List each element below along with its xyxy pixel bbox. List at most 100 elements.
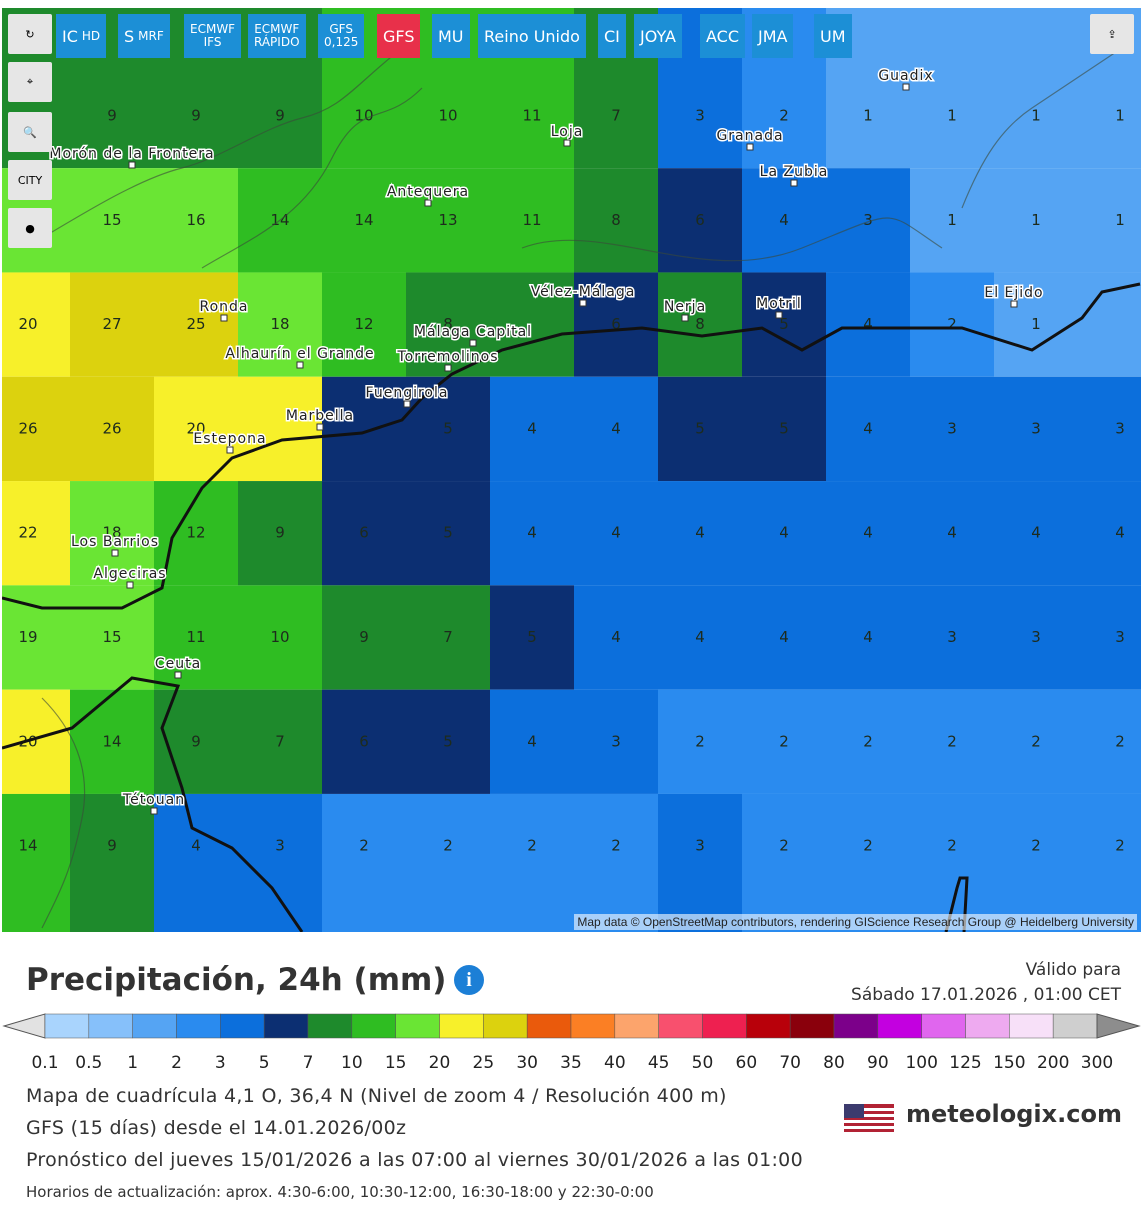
info-line: Pronóstico del jueves 15/01/2026 a las 0… [26,1149,803,1171]
city-toggle[interactable]: CITY [8,160,52,200]
grid-cell [658,689,742,794]
cell-value: 4 [863,419,873,437]
cell-value: 4 [779,628,789,646]
city-dot [226,446,234,454]
cell-value: 2 [443,837,453,855]
legend-label: 10 [341,1053,363,1073]
cell-value: 7 [443,628,453,646]
model-button[interactable]: ACC [700,14,746,58]
grid-cell [490,793,574,932]
cell-value: 1 [947,211,957,229]
grid-cell [826,585,910,690]
cell-value: 3 [611,732,621,750]
legend-label: 0.1 [31,1053,58,1073]
zoom-button[interactable]: 🔍 [8,112,52,152]
legend-label: 80 [823,1053,845,1073]
grid-cell [154,272,238,377]
legend-swatch [877,1013,922,1039]
grid-cell [994,168,1078,273]
grid-cell [742,168,826,273]
model-button[interactable]: ECMWF RÁPIDO [248,14,306,58]
info-icon[interactable]: i [454,965,484,995]
cell-value: 26 [102,419,121,437]
grid-cell [154,585,238,690]
city-label: Málaga Capital [414,324,532,340]
cell-value: 6 [695,211,705,229]
cell-value: 12 [354,315,373,333]
cell-value: 10 [354,107,373,125]
model-button[interactable]: JMA [752,14,794,58]
model-button[interactable]: UM [814,14,852,58]
refresh-button[interactable]: ↻ [8,14,52,54]
grid-cell [238,585,322,690]
cell-value: 4 [1115,524,1125,542]
grid-cell [238,376,322,482]
cell-value: 9 [191,732,201,750]
cell-value: 7 [275,732,285,750]
cell-value: 9 [275,524,285,542]
model-button[interactable]: JOYA [634,14,682,58]
cell-value: 4 [527,419,537,437]
city-label: Granada [716,128,783,144]
grid-cell [2,689,70,794]
cell-value: 1 [1031,315,1041,333]
cell-value: 1 [1115,211,1125,229]
legend-high [1096,1013,1141,1039]
model-button[interactable]: CI [598,14,626,58]
city-label: Motril [756,296,802,312]
legend-label: 90 [867,1053,889,1073]
cell-value: 4 [947,524,957,542]
marker-button[interactable]: ● [8,208,52,248]
grid-cell [742,585,826,690]
model-button[interactable]: Reino Unido [478,14,586,58]
button-label: GFS [383,26,415,46]
cell-value: 4 [695,524,705,542]
legend-swatch [1009,1013,1054,1039]
legend-label: 2 [171,1053,182,1073]
legend-label: 30 [516,1053,538,1073]
cell-value: 22 [18,524,37,542]
grid-cell [742,793,826,932]
grid-cell [994,8,1078,169]
model-button[interactable]: GFS [377,14,421,58]
city-dot [1010,300,1018,308]
button-label: Reino Unido [484,26,580,46]
cell-value: 26 [18,419,37,437]
city-dot [775,311,783,319]
legend-label: 0.5 [75,1053,102,1073]
city-dot [444,364,452,372]
grid-cell [406,272,490,377]
cell-value: 4 [863,315,873,333]
grid-cell [826,272,910,377]
cell-value: 6 [359,732,369,750]
model-button[interactable]: GFS 0,125 [318,14,365,58]
location-button[interactable]: ⌖ [8,62,52,102]
grid-cell [70,168,154,273]
button-label: IC [62,26,78,46]
model-button[interactable]: MU [432,14,470,58]
city-dot [111,549,119,557]
legend-label: 300 [1081,1053,1113,1073]
share-button[interactable]: ⇪ [1090,14,1134,54]
model-button[interactable]: S MRF [118,14,170,58]
grid-cell [406,481,490,586]
grid-cell [490,689,574,794]
city-dot [174,671,182,679]
model-button[interactable]: IC HD [56,14,107,58]
cell-value: 10 [438,107,457,125]
grid-cell [574,376,658,482]
grid-cell [490,376,574,482]
legend-swatch [746,1013,791,1039]
cell-value: 3 [947,628,957,646]
cell-value: 14 [354,211,373,229]
cell-value: 3 [1115,419,1125,437]
grid-cell [2,481,70,586]
grid-cell [322,689,406,794]
legend-swatch [220,1013,265,1039]
cell-value: 4 [611,524,621,542]
cell-value: 7 [611,107,621,125]
grid-cell [994,689,1078,794]
grid-cell [742,689,826,794]
grid-cell [826,168,910,273]
model-button[interactable]: ECMWF IFS [184,14,242,58]
